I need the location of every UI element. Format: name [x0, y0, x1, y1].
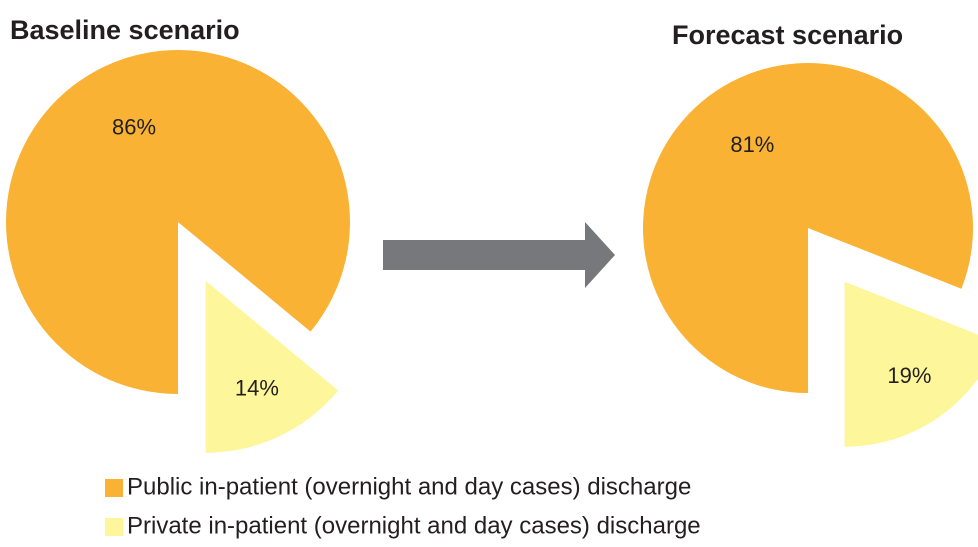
legend-label: Private in-patient (overnight and day ca… [127, 512, 701, 539]
legend-label: Public in-patient (overnight and day cas… [127, 473, 691, 500]
data-label: 19% [887, 363, 931, 388]
data-label: 86% [112, 114, 156, 139]
pie-slice [844, 281, 978, 447]
pie-slice [6, 49, 351, 395]
pie-slice [205, 280, 339, 453]
legend-swatch [105, 479, 123, 497]
arrow [383, 222, 615, 288]
chart-title: Baseline scenario [10, 15, 240, 45]
data-label: 81% [730, 132, 774, 157]
data-label: 14% [235, 376, 279, 401]
legend-swatch [105, 518, 123, 536]
pie-slice [642, 62, 973, 393]
chart-title: Forecast scenario [672, 20, 903, 50]
